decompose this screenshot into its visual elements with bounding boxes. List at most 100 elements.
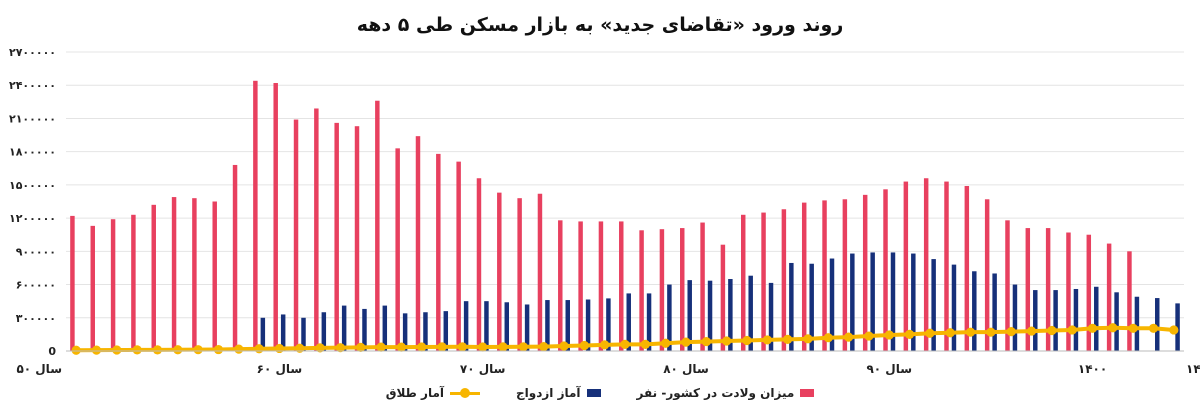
legend-swatch-birth xyxy=(800,389,815,397)
bar-birth xyxy=(1106,243,1112,351)
divorce-point xyxy=(193,345,203,355)
y-tick-label: ۱۸۰۰۰۰۰ xyxy=(9,146,56,159)
bar-birth xyxy=(171,197,177,351)
legend-label-marriage: آماز ازدواج xyxy=(516,386,581,400)
divorce-point xyxy=(701,336,711,347)
bar-marriage xyxy=(626,293,631,351)
divorce-point xyxy=(478,342,488,352)
bar-marriage xyxy=(484,301,489,351)
bar-marriage xyxy=(545,300,550,351)
bar-birth xyxy=(984,199,990,351)
bar-birth xyxy=(578,221,583,351)
divorce-point xyxy=(335,343,346,353)
divorce-point xyxy=(904,329,915,339)
bar-marriage xyxy=(524,304,530,351)
bar-birth xyxy=(131,214,136,351)
bar-birth xyxy=(232,164,238,351)
bar-marriage xyxy=(606,298,611,351)
y-tick-label: ۹۰۰۰۰۰ xyxy=(16,245,56,258)
bar-birth xyxy=(90,225,95,351)
y-tick-label: 0 xyxy=(48,345,56,358)
bar-marriage xyxy=(972,271,977,351)
bar-marriage xyxy=(748,275,753,351)
legend-swatch-divorce xyxy=(450,388,480,398)
divorce-point xyxy=(152,345,163,355)
divorce-line-layer xyxy=(71,323,1179,355)
divorce-point xyxy=(640,339,650,349)
bar-marriage xyxy=(423,312,428,351)
divorce-point xyxy=(396,342,406,352)
divorce-point xyxy=(681,337,691,347)
bar-marriage xyxy=(667,284,672,351)
bar-marriage xyxy=(382,305,388,351)
divorce-point xyxy=(579,340,589,351)
bar-birth xyxy=(334,122,339,351)
divorce-point xyxy=(1087,323,1098,333)
bar-birth xyxy=(964,185,970,351)
divorce-point xyxy=(722,336,732,346)
x-tick-label: ۱۴۰۰ xyxy=(1078,362,1107,376)
bar-marriage xyxy=(1073,288,1079,351)
legend-item-divorce: آمار طلاق xyxy=(386,386,480,400)
divorce-point xyxy=(925,328,935,338)
bar-marriage xyxy=(870,252,875,351)
y-tick-label: ۲۴۰۰۰۰۰ xyxy=(9,79,56,92)
divorce-point xyxy=(112,345,122,355)
legend: میزان ولادت در کشور- نفر آماز ازدواج آما… xyxy=(0,386,1200,400)
bar-birth xyxy=(151,204,156,351)
bar-marriage xyxy=(789,262,794,351)
bar-birth xyxy=(354,126,360,352)
bar-birth xyxy=(415,136,421,351)
bar-marriage xyxy=(829,258,835,351)
bar-birth xyxy=(1086,234,1092,351)
bar-marriage xyxy=(1134,296,1140,351)
divorce-point xyxy=(1169,325,1179,335)
divorce-point xyxy=(965,327,976,337)
legend-swatch-marriage xyxy=(586,389,601,397)
bar-marriage xyxy=(1094,286,1099,351)
divorce-point xyxy=(559,341,569,351)
divorce-point xyxy=(1006,327,1016,337)
bar-birth xyxy=(375,100,380,352)
divorce-point xyxy=(437,342,447,352)
divorce-point xyxy=(498,342,508,352)
bar-marriage xyxy=(728,279,733,351)
x-tick-label: ۱۴۰۴ xyxy=(1186,362,1200,376)
divorce-point xyxy=(274,343,285,354)
bar-birth xyxy=(456,161,461,351)
axes: 0 ۳۰۰۰۰۰ ۶۰۰۰۰۰ ۹۰۰۰۰۰ ۱۲۰۰۰۰۰ ۱۵۰۰۰۰۰ ۱۸۰۰۰۰۰… xyxy=(9,46,1200,376)
divorce-point xyxy=(742,335,752,346)
divorce-point xyxy=(254,344,264,354)
legend-item-marriage: آماز ازدواج xyxy=(516,386,601,400)
bar-marriage xyxy=(951,264,957,351)
bar-birth xyxy=(314,108,319,351)
y-tick-label: ۲۷۰۰۰۰۰ xyxy=(9,46,56,59)
bar-marriage xyxy=(707,280,713,351)
bar-marriage xyxy=(1155,298,1160,351)
bar-birth xyxy=(862,194,868,351)
divorce-point xyxy=(356,342,366,352)
bar-marriage xyxy=(1053,290,1058,351)
divorce-point xyxy=(1067,325,1077,335)
divorce-point xyxy=(823,333,833,343)
bar-birth xyxy=(822,200,827,351)
bar-marriage xyxy=(768,282,774,351)
divorce-point xyxy=(1108,323,1118,333)
bar-birth xyxy=(944,181,949,351)
divorce-point xyxy=(1128,323,1138,333)
bar-marriage xyxy=(687,280,692,351)
legend-item-birth: میزان ولادت در کشور- نفر xyxy=(637,386,815,400)
bar-birth xyxy=(70,215,75,351)
bar-marriage xyxy=(1033,290,1038,351)
bar-marriage xyxy=(809,263,814,351)
bar-marriage xyxy=(402,313,408,351)
bar-marriage xyxy=(504,302,510,351)
divorce-point xyxy=(844,332,854,342)
bar-birth xyxy=(212,201,217,351)
bar-marriage xyxy=(260,317,266,351)
bar-marriage xyxy=(646,293,652,351)
bar-birth xyxy=(781,209,787,351)
bar-birth xyxy=(537,193,543,351)
bar-birth xyxy=(395,148,400,351)
